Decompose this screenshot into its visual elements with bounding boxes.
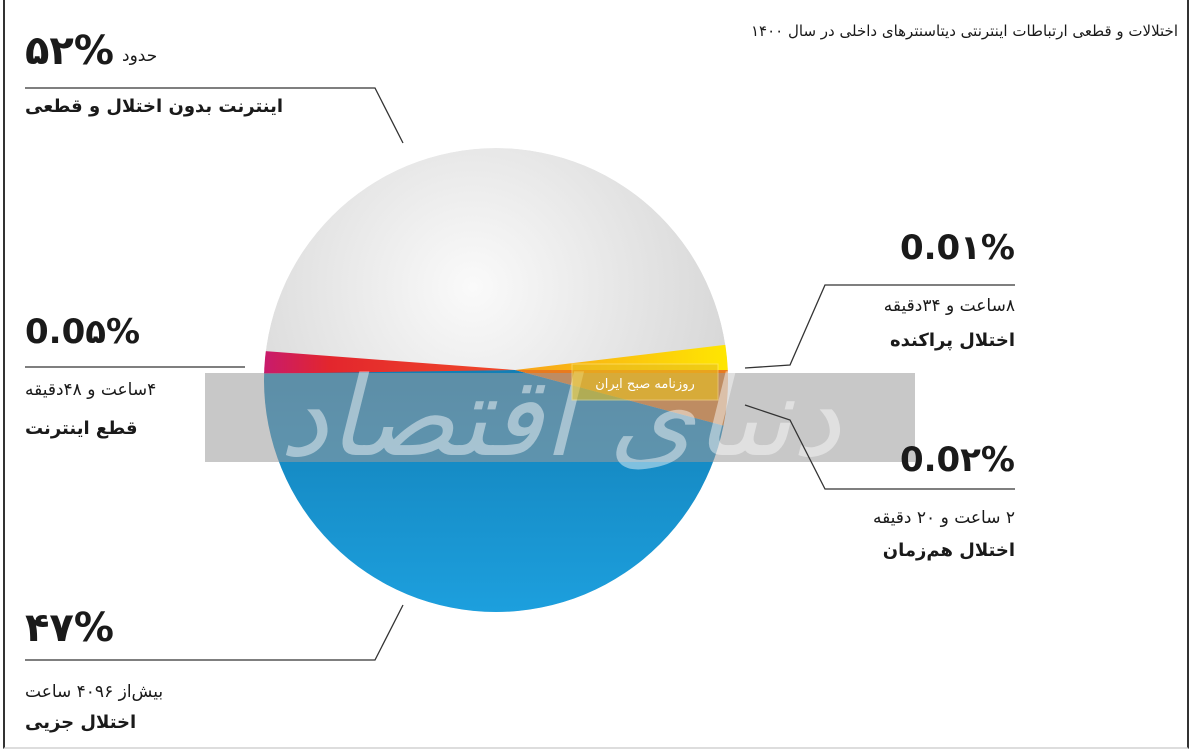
value-internet-cutoff: 0.0۵%: [25, 312, 141, 352]
watermark-logo: دنیای اقتصاد: [279, 353, 842, 481]
detail-partial-disruption: بیش‌از ۴۰۹۶ ساعت: [25, 682, 164, 702]
watermark-band: [205, 373, 915, 462]
watermark-tag-box: [571, 363, 719, 401]
value-partial-disruption: ۴۷%: [25, 605, 114, 651]
value-simultaneous-disruption: 0.0۲%: [899, 440, 1015, 480]
label-scattered-disruption: اختلال پراکنده: [889, 330, 1015, 351]
value-scattered-disruption: 0.0۱%: [899, 228, 1015, 268]
frame: [3, 0, 1189, 749]
detail-simultaneous-disruption: ۲ ساعت و ۲۰ دقیقه: [872, 508, 1015, 528]
value-no-disruption: ۵۲%: [25, 28, 114, 74]
label-simultaneous-disruption: اختلال هم‌زمان: [882, 540, 1015, 561]
label-partial-disruption: اختلال جزیی: [25, 712, 137, 733]
prefix-no-disruption: حدود: [122, 46, 158, 66]
detail-scattered-disruption: ۸ساعت و ۳۴دقیقه: [883, 296, 1015, 316]
slice-internet-cutoff: [264, 350, 515, 374]
detail-internet-cutoff: ۴ساعت و ۴۸دقیقه: [25, 380, 157, 400]
label-internet-cutoff: قطع اینترنت: [25, 418, 138, 439]
label-no-disruption: اینترنت بدون اختلال و قطعی: [25, 96, 284, 117]
slice-scattered-disruption: [515, 343, 728, 370]
connector-lines: [25, 87, 1015, 661]
chart-title: اختلالات و قطعی ارتباطات اینترنتی دیتاسن…: [750, 22, 1178, 40]
watermark-tag: روزنامه صبح ایران: [595, 377, 695, 392]
